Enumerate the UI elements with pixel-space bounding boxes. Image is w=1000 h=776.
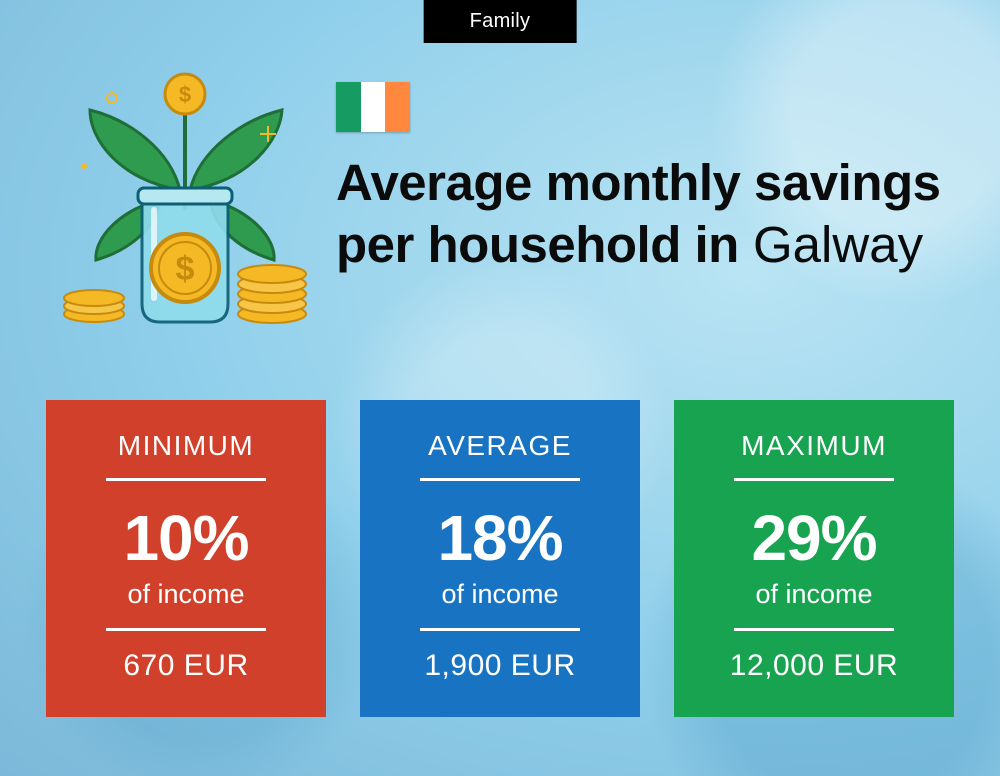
divider xyxy=(734,628,894,631)
flag-stripe-orange xyxy=(385,82,410,132)
jar-coin-icon: $ xyxy=(151,234,219,302)
card-amount: 1,900 EUR xyxy=(388,649,612,683)
flag-stripe-white xyxy=(361,82,386,132)
stat-card-average: AVERAGE 18% of income 1,900 EUR xyxy=(360,400,640,717)
stat-card-minimum: MINIMUM 10% of income 670 EUR xyxy=(46,400,326,717)
card-percent: 18% xyxy=(388,501,612,575)
divider xyxy=(106,478,266,481)
divider xyxy=(734,478,894,481)
divider xyxy=(420,628,580,631)
headline-city: Galway xyxy=(753,216,923,273)
ireland-flag-icon xyxy=(336,82,410,132)
divider xyxy=(106,628,266,631)
divider xyxy=(420,478,580,481)
card-label: AVERAGE xyxy=(388,430,612,478)
svg-text:$: $ xyxy=(176,250,195,288)
sparkle-icon xyxy=(81,163,87,169)
card-sub: of income xyxy=(702,579,926,610)
card-percent: 10% xyxy=(74,501,298,575)
sparkle-icon xyxy=(107,93,117,103)
coin-stack-left xyxy=(64,290,124,322)
card-sub: of income xyxy=(74,579,298,610)
stat-card-maximum: MAXIMUM 29% of income 12,000 EUR xyxy=(674,400,954,717)
savings-jar-illustration: $ $ xyxy=(60,70,310,330)
card-label: MINIMUM xyxy=(74,430,298,478)
stat-cards-row: MINIMUM 10% of income 670 EUR AVERAGE 18… xyxy=(46,400,954,717)
card-amount: 12,000 EUR xyxy=(702,649,926,683)
card-percent: 29% xyxy=(702,501,926,575)
svg-text:$: $ xyxy=(179,82,191,107)
flag-stripe-green xyxy=(336,82,361,132)
category-tag: Family xyxy=(424,0,577,43)
coin-stack-right xyxy=(238,265,306,323)
card-sub: of income xyxy=(388,579,612,610)
top-coin-icon: $ xyxy=(165,74,205,114)
card-amount: 670 EUR xyxy=(74,649,298,683)
headline: Average monthly savings per household in… xyxy=(336,152,960,276)
card-label: MAXIMUM xyxy=(702,430,926,478)
